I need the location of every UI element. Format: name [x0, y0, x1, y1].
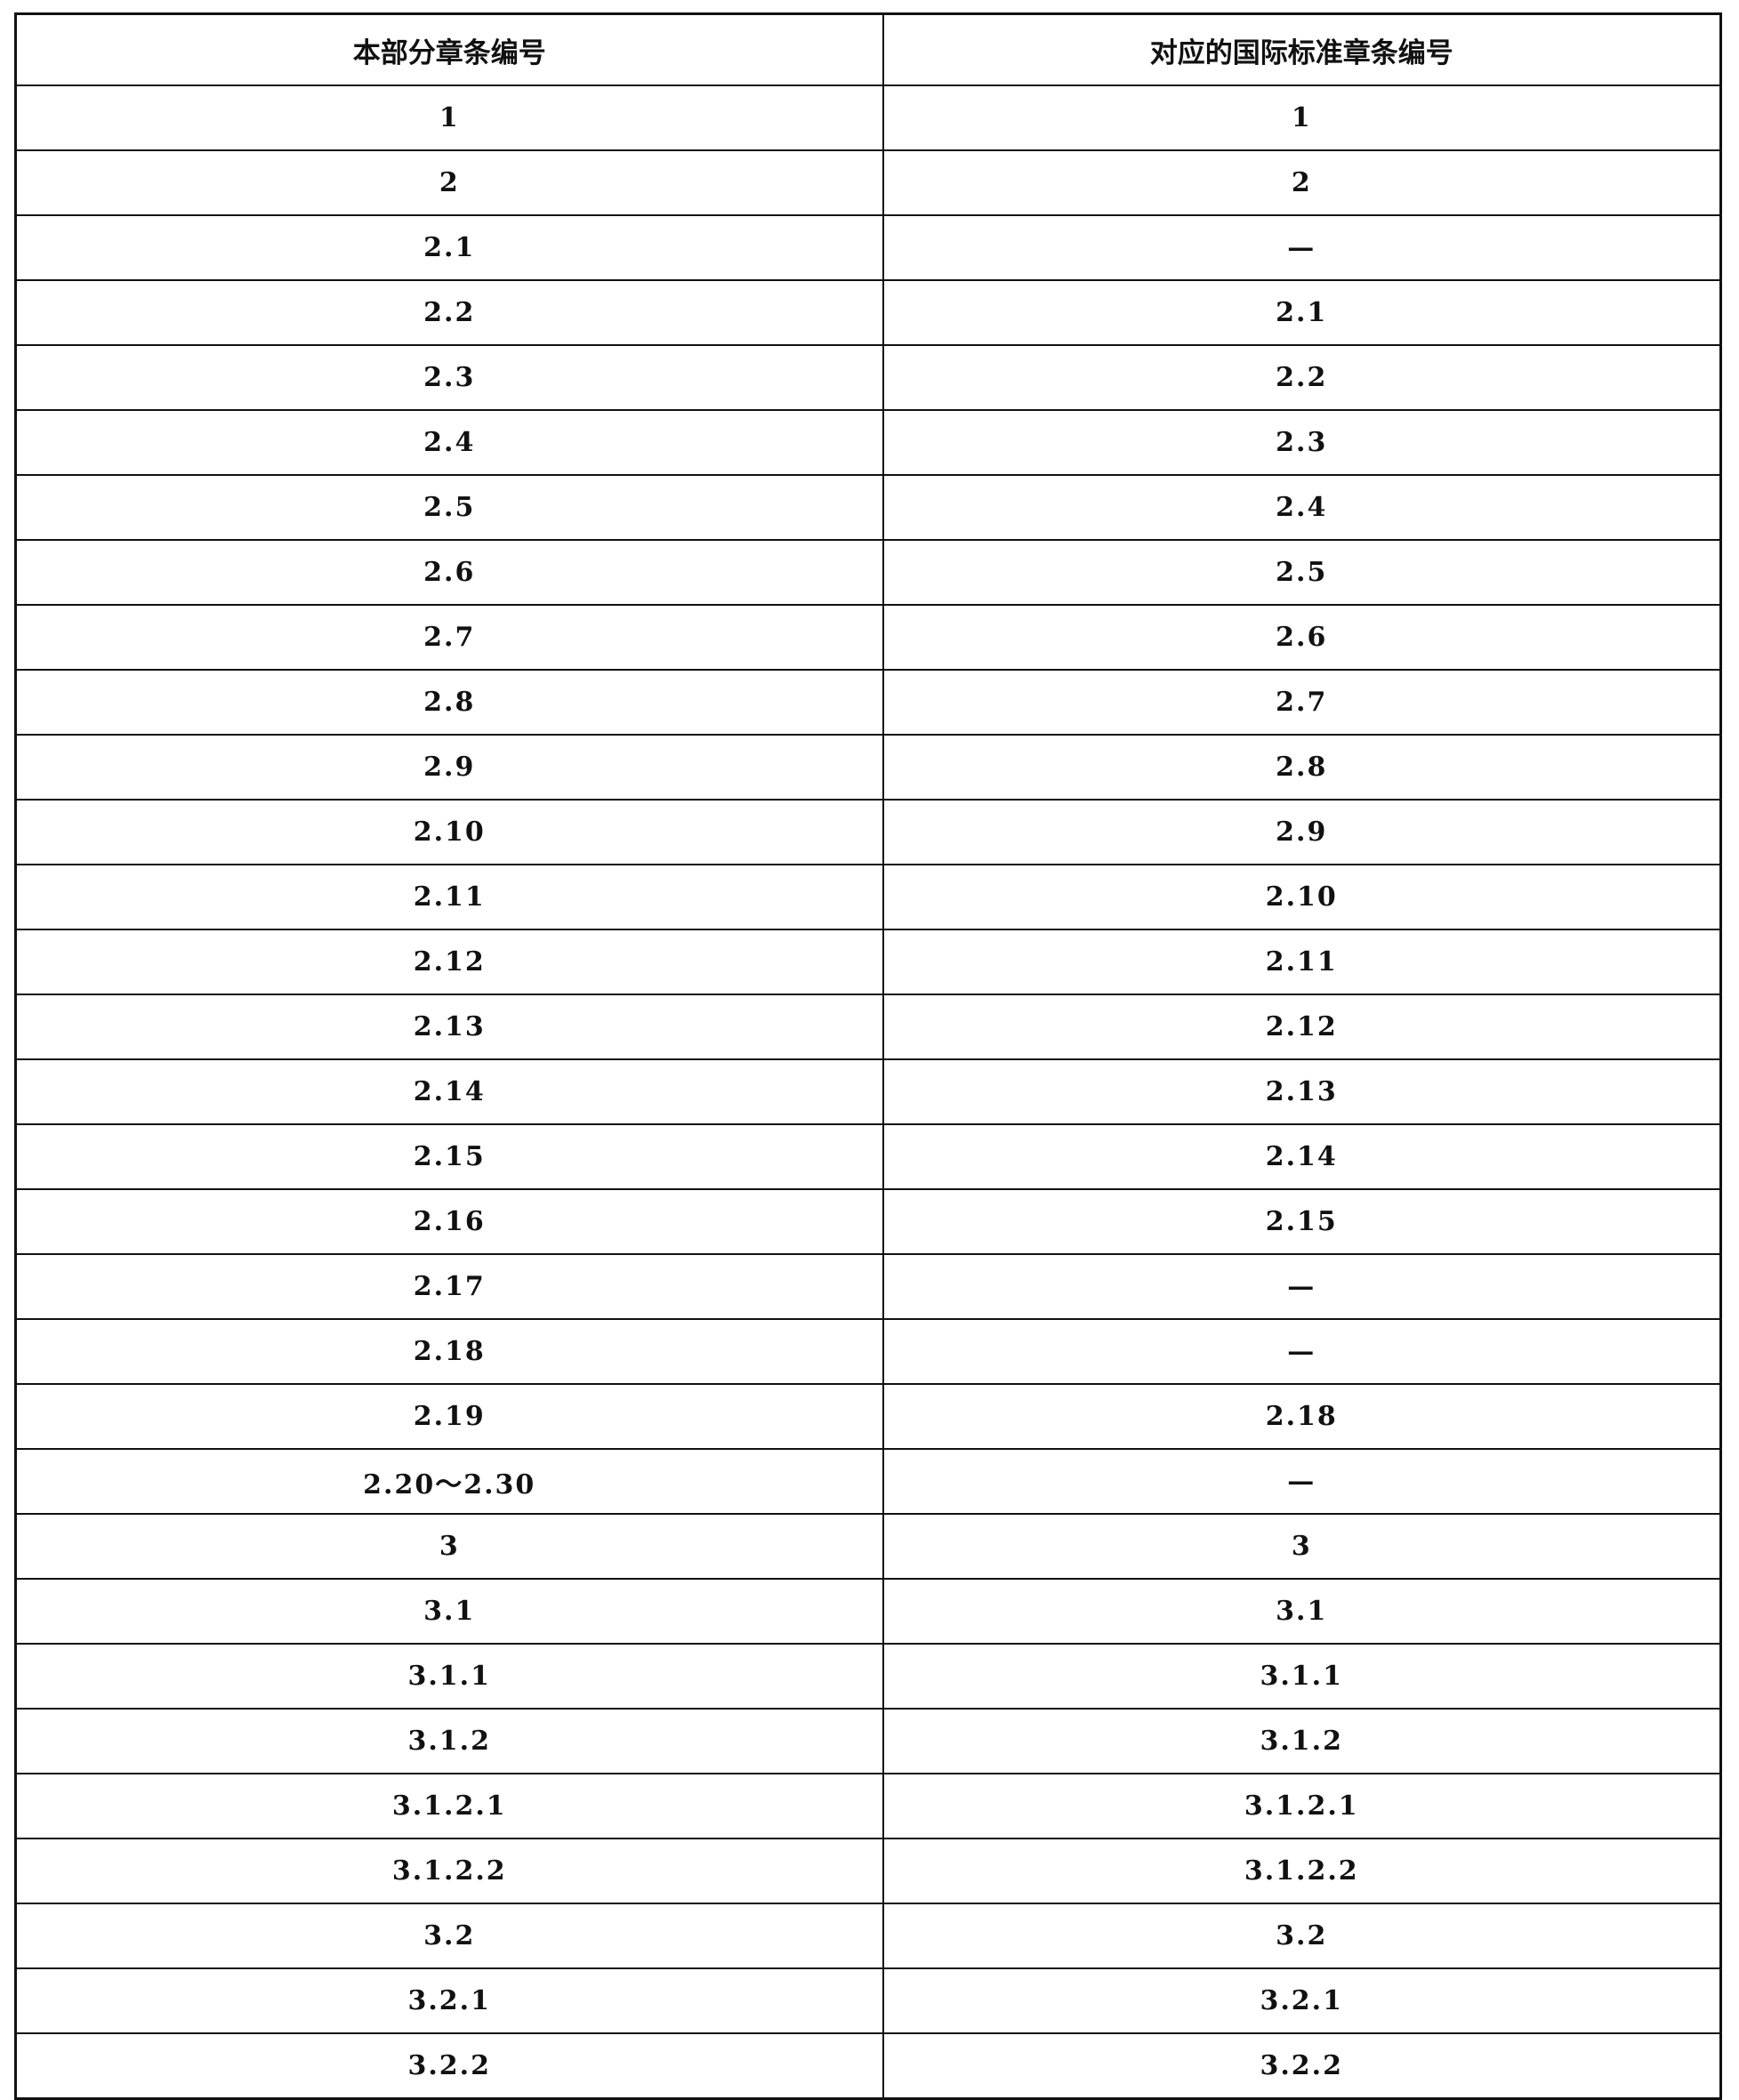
international-clause-cell: 2.10 — [882, 864, 1722, 930]
header-international-standard-clause: 对应的国际标准章条编号 — [882, 12, 1722, 86]
international-clause-cell: — — [882, 1318, 1722, 1385]
international-clause-cell: 2.15 — [882, 1188, 1722, 1255]
table-header-row: 本部分章条编号 对应的国际标准章条编号 — [14, 12, 1722, 86]
this-part-clause-cell: 2.20～2.30 — [14, 1448, 884, 1515]
this-part-clause-cell: 2.15 — [14, 1123, 884, 1190]
this-part-clause-cell: 2.18 — [14, 1318, 884, 1385]
this-part-clause-cell: 2.16 — [14, 1188, 884, 1255]
international-clause-cell: 3.2 — [882, 1903, 1722, 1969]
international-clause-cell: 2.5 — [882, 539, 1722, 606]
international-clause-cell: 3.1 — [882, 1578, 1722, 1645]
international-clause-cell: 3.1.1 — [882, 1643, 1722, 1710]
international-clause-cell: — — [882, 1253, 1722, 1320]
this-part-clause-cell: 3.1.2.2 — [14, 1838, 884, 1904]
this-part-clause-cell: 3.2.2 — [14, 2032, 884, 2100]
table-row: 2.18— — [14, 1318, 1722, 1385]
this-part-clause-cell: 2.12 — [14, 929, 884, 995]
international-clause-cell: 2.8 — [882, 734, 1722, 801]
this-part-clause-cell: 2.1 — [14, 214, 884, 281]
international-clause-cell: 3 — [882, 1513, 1722, 1580]
this-part-clause-cell: 2.10 — [14, 799, 884, 865]
table-row: 3.2.2 3.2.2 — [14, 2032, 1722, 2100]
table-row: 2.14 2.13 — [14, 1058, 1722, 1125]
international-clause-cell: 2 — [882, 149, 1722, 216]
table-row: 2.19 2.18 — [14, 1383, 1722, 1450]
this-part-clause-cell: 2.4 — [14, 409, 884, 476]
table-row: 2.13 2.12 — [14, 994, 1722, 1060]
this-part-clause-cell: 2.3 — [14, 344, 884, 411]
this-part-clause-cell: 2.19 — [14, 1383, 884, 1450]
international-clause-cell: — — [882, 214, 1722, 281]
table-row: 2.9 2.8 — [14, 734, 1722, 801]
this-part-clause-cell: 2.6 — [14, 539, 884, 606]
this-part-clause-cell: 2.17 — [14, 1253, 884, 1320]
international-clause-cell: 2.18 — [882, 1383, 1722, 1450]
table-row: 2.5 2.4 — [14, 474, 1722, 541]
this-part-clause-cell: 2.2 — [14, 279, 884, 346]
international-clause-cell: 2.1 — [882, 279, 1722, 346]
table-row: 2.8 2.7 — [14, 669, 1722, 736]
international-clause-cell: 2.3 — [882, 409, 1722, 476]
this-part-clause-cell: 2.11 — [14, 864, 884, 930]
clause-correspondence-table: 本部分章条编号 对应的国际标准章条编号 1 1 2 2 2.1—2.2 2.1 2.3 2.2… — [14, 12, 1722, 2100]
header-this-part-clause: 本部分章条编号 — [14, 12, 884, 86]
international-clause-cell: 2.4 — [882, 474, 1722, 541]
table-row: 2.6 2.5 — [14, 539, 1722, 606]
international-clause-cell: 2.11 — [882, 929, 1722, 995]
table-row: 3.1 3.1 — [14, 1578, 1722, 1645]
international-clause-cell: 3.2.2 — [882, 2032, 1722, 2100]
table-row: 2.2 2.1 — [14, 279, 1722, 346]
table-row: 2.4 2.3 — [14, 409, 1722, 476]
international-clause-cell: 3.1.2.1 — [882, 1773, 1722, 1839]
international-clause-cell: 2.12 — [882, 994, 1722, 1060]
this-part-clause-cell: 2.14 — [14, 1058, 884, 1125]
this-part-clause-cell: 2.7 — [14, 604, 884, 671]
this-part-clause-cell: 3.1.1 — [14, 1643, 884, 1710]
international-clause-cell: 2.9 — [882, 799, 1722, 865]
international-clause-cell: 3.1.2 — [882, 1708, 1722, 1774]
this-part-clause-cell: 2.13 — [14, 994, 884, 1060]
this-part-clause-cell: 1 — [14, 84, 884, 151]
table-row: 3.2.1 3.2.1 — [14, 1967, 1722, 2034]
table-row: 2.10 2.9 — [14, 799, 1722, 865]
this-part-clause-cell: 3.1.2.1 — [14, 1773, 884, 1839]
international-clause-cell: 3.2.1 — [882, 1967, 1722, 2034]
this-part-clause-cell: 3 — [14, 1513, 884, 1580]
this-part-clause-cell: 2 — [14, 149, 884, 216]
table-row: 2.1— — [14, 214, 1722, 281]
international-clause-cell: 2.2 — [882, 344, 1722, 411]
international-clause-cell: 2.13 — [882, 1058, 1722, 1125]
table-row: 3.2 3.2 — [14, 1903, 1722, 1969]
this-part-clause-cell: 3.1.2 — [14, 1708, 884, 1774]
this-part-clause-cell: 2.9 — [14, 734, 884, 801]
table-row: 2.12 2.11 — [14, 929, 1722, 995]
this-part-clause-cell: 3.2.1 — [14, 1967, 884, 2034]
table-row: 3.1.2.2 3.1.2.2 — [14, 1838, 1722, 1904]
international-clause-cell: — — [882, 1448, 1722, 1515]
international-clause-cell: 2.14 — [882, 1123, 1722, 1190]
table-row: 3.1.2.1 3.1.2.1 — [14, 1773, 1722, 1839]
international-clause-cell: 2.6 — [882, 604, 1722, 671]
table-row: 3.1.2 3.1.2 — [14, 1708, 1722, 1774]
table-row: 2.17— — [14, 1253, 1722, 1320]
table-row: 2.16 2.15 — [14, 1188, 1722, 1255]
table-row: 2.20～2.30— — [14, 1448, 1722, 1515]
this-part-clause-cell: 3.2 — [14, 1903, 884, 1969]
table-row: 2.15 2.14 — [14, 1123, 1722, 1190]
table-row: 3.1.1 3.1.1 — [14, 1643, 1722, 1710]
international-clause-cell: 3.1.2.2 — [882, 1838, 1722, 1904]
table-row: 2.7 2.6 — [14, 604, 1722, 671]
table-row: 2.3 2.2 — [14, 344, 1722, 411]
table-row: 2.11 2.10 — [14, 864, 1722, 930]
this-part-clause-cell: 2.5 — [14, 474, 884, 541]
international-clause-cell: 2.7 — [882, 669, 1722, 736]
international-clause-cell: 1 — [882, 84, 1722, 151]
this-part-clause-cell: 2.8 — [14, 669, 884, 736]
this-part-clause-cell: 3.1 — [14, 1578, 884, 1645]
